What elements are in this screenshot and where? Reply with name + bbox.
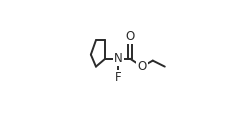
Text: F: F [115, 71, 122, 84]
Text: N: N [114, 52, 122, 65]
Text: O: O [138, 60, 147, 73]
Text: O: O [125, 30, 135, 43]
